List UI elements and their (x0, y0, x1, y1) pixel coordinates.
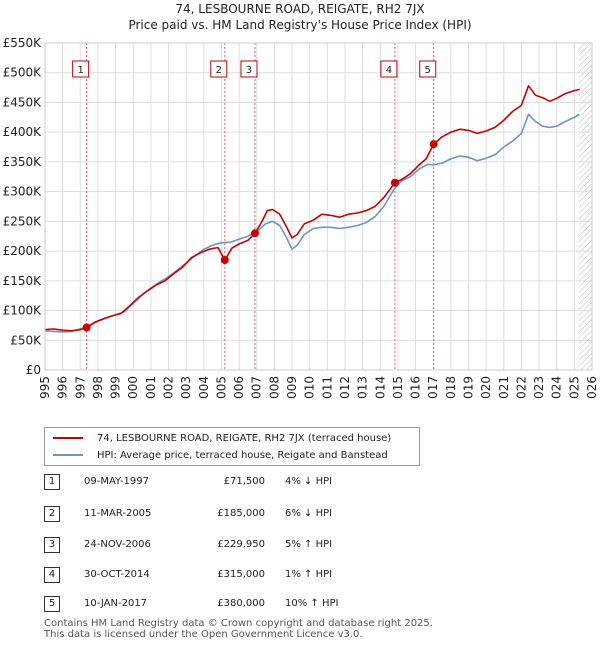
x-tick-label: 2020 (479, 376, 493, 400)
chart-title: 74, LESBOURNE ROAD, REIGATE, RH2 7JX (175, 2, 425, 16)
x-tick-label: 1995 (38, 376, 52, 400)
y-tick-label: £100K (3, 304, 43, 318)
x-tick-label: 2010 (303, 376, 317, 400)
y-tick-label: £50K (10, 333, 42, 347)
sale-number-box (380, 60, 398, 78)
x-tick-label: 2004 (197, 376, 211, 400)
sale-point (250, 229, 259, 238)
footer-line-copyright: Contains HM Land Registry data © Crown c… (44, 618, 433, 629)
plot-border (44, 42, 593, 371)
sale-price: £380,000 (217, 598, 265, 609)
forecast-hatch-region (578, 43, 592, 370)
x-tick-label: 2005 (214, 376, 228, 400)
y-tick-label: £300K (3, 185, 43, 199)
x-tick-label: 2026 (585, 376, 599, 400)
chart-subtitle: Price paid vs. HM Land Registry's House … (128, 18, 472, 32)
sale-price: £185,000 (217, 508, 265, 519)
x-tick-label: 2022 (514, 376, 528, 400)
y-tick-label: £0 (26, 363, 41, 377)
x-tick-label: 2002 (162, 376, 176, 400)
sale-number-badge: 2 (44, 506, 60, 522)
sale-hpi-diff: 1% ↑ HPI (285, 569, 333, 580)
y-tick-label: £550K (3, 36, 43, 50)
sale-price: £315,000 (217, 569, 265, 580)
y-tick-label: £150K (3, 274, 43, 288)
x-tick-label: 1996 (56, 376, 70, 400)
legend-swatch-hpi (53, 454, 83, 456)
legend-label-price: 74, LESBOURNE ROAD, REIGATE, RH2 7JX (te… (97, 432, 392, 444)
sale-date: 24-NOV-2006 (84, 539, 151, 550)
x-tick-label: 2014 (373, 376, 387, 400)
x-tick-label: 2018 (444, 376, 458, 400)
y-tick-label: £200K (3, 244, 43, 258)
x-tick-label: 2006 (232, 376, 246, 400)
sale-number-badge: 4 (44, 567, 60, 583)
sale-number-label: 2 (216, 65, 222, 76)
sale-point (220, 256, 229, 265)
x-tick-label: 2015 (391, 376, 405, 400)
sale-hpi-diff: 10% ↑ HPI (285, 598, 339, 609)
sale-number-box (240, 60, 258, 78)
sale-number-box (419, 60, 437, 78)
y-tick-label: £450K (3, 95, 43, 109)
footer-line-licence: This data is licensed under the Open Gov… (44, 629, 363, 640)
sale-price: £71,500 (223, 476, 265, 487)
sale-date: 10-JAN-2017 (84, 598, 148, 609)
sale-number-label: 3 (246, 65, 252, 76)
y-tick-label: £250K (3, 214, 43, 228)
sale-point (390, 178, 399, 187)
x-tick-label: 1998 (91, 376, 105, 400)
y-tick-label: £400K (3, 125, 43, 139)
plot-area (45, 43, 592, 370)
sale-point (82, 323, 91, 332)
x-tick-label: 2021 (497, 376, 511, 400)
sale-hpi-diff: 5% ↑ HPI (285, 539, 333, 550)
x-tick-label: 2011 (320, 376, 334, 400)
sale-number-badge: 3 (44, 537, 60, 553)
x-tick-label: 1997 (73, 376, 87, 400)
sale-number-label: 5 (425, 65, 431, 76)
x-tick-label: 2016 (409, 376, 423, 400)
x-tick-label: 2025 (567, 376, 581, 400)
sale-date: 30-OCT-2014 (84, 569, 150, 580)
legend-swatch-price (53, 437, 83, 439)
x-tick-label: 2013 (356, 376, 370, 400)
sale-number-badge: 1 (44, 474, 60, 490)
x-tick-label: 2019 (461, 376, 475, 400)
sale-number-badge: 5 (44, 596, 60, 612)
sale-number-label: 4 (386, 65, 392, 76)
legend-label-hpi: HPI: Average price, terraced house, Reig… (97, 449, 388, 461)
x-tick-label: 2000 (126, 376, 140, 400)
sale-point (429, 140, 438, 149)
y-tick-label: £500K (3, 66, 43, 80)
y-tick-label: £350K (3, 155, 43, 169)
legend-item-price: 74, LESBOURNE ROAD, REIGATE, RH2 7JX (te… (53, 431, 391, 445)
series-line-price (44, 85, 580, 332)
x-tick-label: 2017 (426, 376, 440, 400)
x-tick-label: 2003 (179, 376, 193, 400)
x-tick-label: 2007 (250, 376, 264, 400)
x-tick-label: 1999 (109, 376, 123, 400)
chart-legend: 74, LESBOURNE ROAD, REIGATE, RH2 7JX (te… (44, 427, 420, 466)
x-tick-label: 2024 (550, 376, 564, 400)
x-tick-label: 2001 (144, 376, 158, 400)
sale-hpi-diff: 6% ↓ HPI (285, 508, 333, 519)
sale-date: 09-MAY-1997 (84, 476, 150, 487)
sale-number-label: 1 (77, 65, 83, 76)
sale-hpi-diff: 4% ↓ HPI (285, 476, 333, 487)
sale-price: £229,950 (217, 539, 265, 550)
x-tick-label: 2012 (338, 376, 352, 400)
sale-date: 11-MAR-2005 (84, 508, 152, 519)
x-tick-label: 2009 (285, 376, 299, 400)
footer-note: Contains HM Land Registry data © Crown c… (44, 618, 433, 640)
legend-item-hpi: HPI: Average price, terraced house, Reig… (53, 448, 388, 462)
x-tick-label: 2023 (532, 376, 546, 400)
sale-number-box (72, 60, 90, 78)
price-chart: £0 £50K £100K £150K £200K £250K £300K £350K £400… (3, 36, 599, 400)
sale-number-box (210, 60, 228, 78)
x-tick-label: 2008 (267, 376, 281, 400)
